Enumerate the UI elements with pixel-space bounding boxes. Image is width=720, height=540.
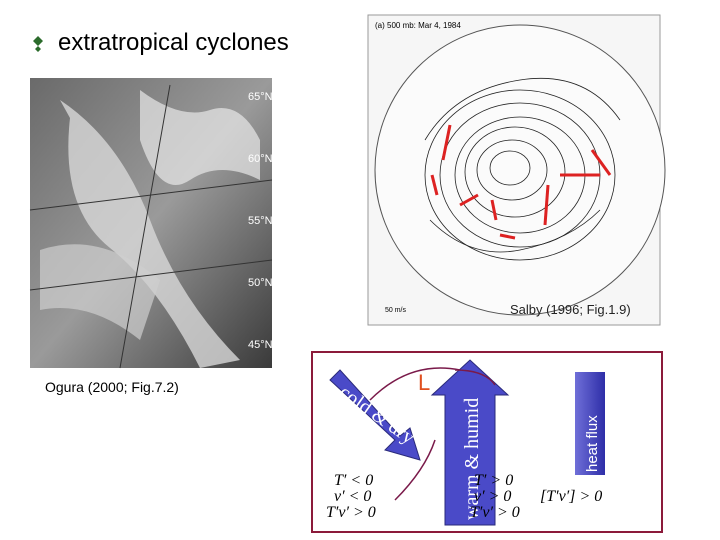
cold-side-math: T′ < 0 [334,472,373,489]
latitude-label: 65°N [248,91,273,103]
cold-side-math: T′v′ > 0 [326,504,376,521]
latitude-label: 55°N [248,215,273,227]
warm-side-math: T′ > 0 [474,472,513,489]
diagram [311,351,663,533]
cold-side-math: v′ < 0 [334,488,371,505]
latitude-label: 50°N [248,277,273,289]
satellite-image [29,78,273,369]
satellite-caption: Ogura (2000; Fig.7.2) [45,379,179,395]
slide-title: extratropical cyclones [58,29,289,56]
bullet [33,36,43,52]
map-caption: Salby (1996; Fig.1.9) [510,302,631,317]
latitude-label: 60°N [248,153,273,165]
map-scale: 50 m/s [385,307,407,314]
warm-side-math: T′v′ > 0 [470,504,520,521]
flux-label: heat flux [584,415,601,472]
mean-flux-math: [T′v′] > 0 [540,488,602,505]
warm-side-math: v′ > 0 [474,488,511,505]
map-image [367,14,666,326]
warm-arrow-label: warm & humid [461,398,483,520]
latitude-label: 45°N [248,339,273,351]
low-label: L [418,370,430,395]
map-title: (a) 500 mb: Mar 4, 1984 [375,21,461,30]
